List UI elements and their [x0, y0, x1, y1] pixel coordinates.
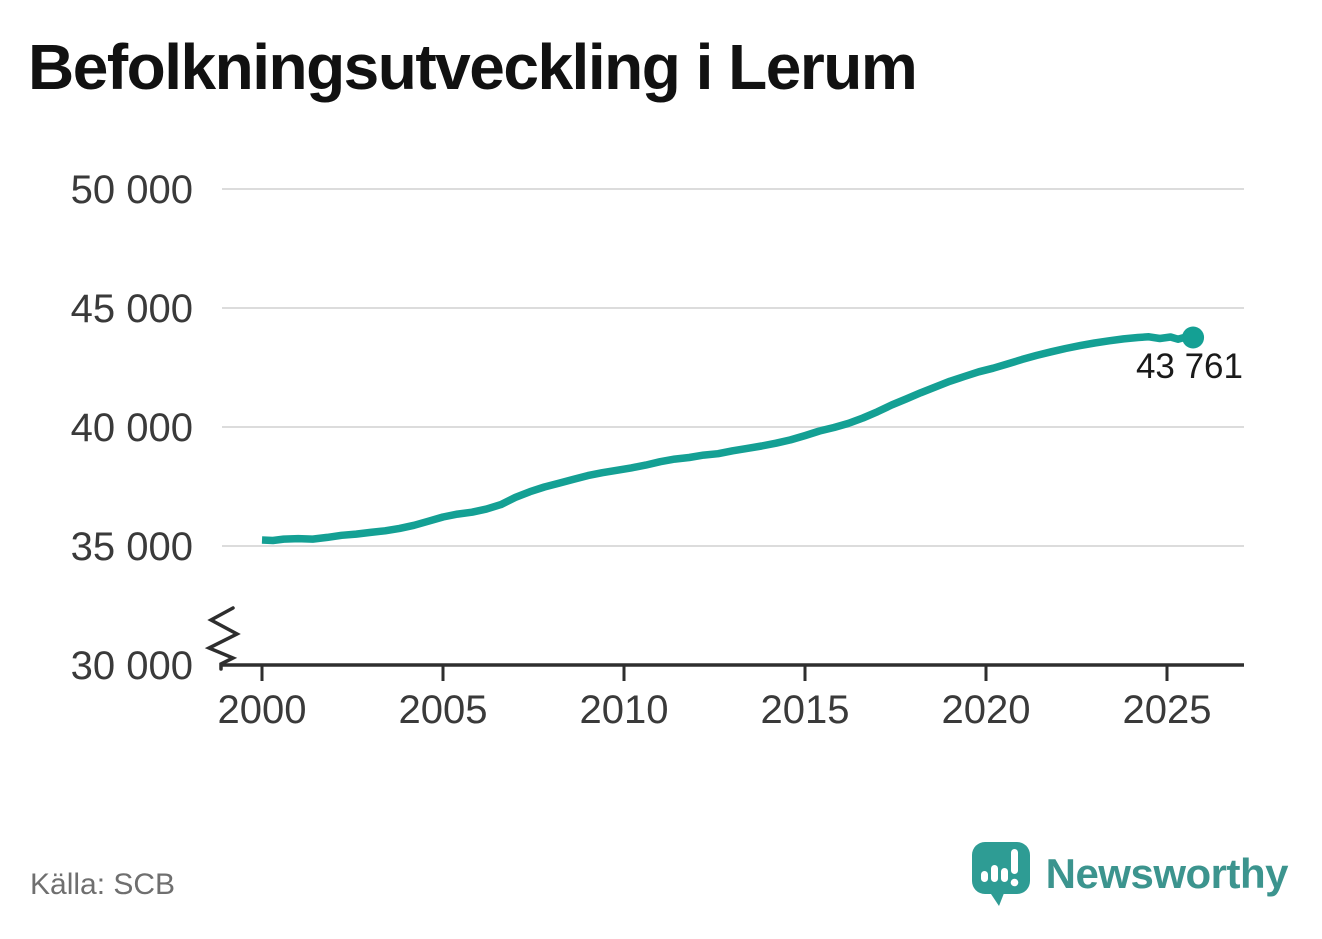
x-tick-label: 2020 [942, 688, 1031, 732]
logo-exclamation-dot [1010, 878, 1018, 887]
series-line [261, 333, 1194, 545]
y-tick-label: 35 000 [71, 525, 193, 569]
x-tick-label: 2025 [1123, 688, 1212, 732]
y-tick-label: 40 000 [71, 406, 193, 450]
end-point-marker [1182, 326, 1205, 349]
x-tick-label: 2005 [399, 688, 488, 732]
brand-name: Newsworthy [1045, 850, 1289, 897]
x-tick-label: 2015 [761, 688, 850, 732]
logo-exclamation-bar [1010, 849, 1018, 874]
y-tick-label: 30 000 [71, 644, 193, 688]
axis-break-icon [204, 606, 241, 671]
logo-bar-2 [990, 865, 998, 882]
end-value-label: 43 761 [1136, 347, 1243, 386]
brand-lockup: Newsworthy [970, 840, 1289, 908]
chart-title: Befolkningsutveckling i Lerum [28, 31, 918, 103]
newsworthy-logo-icon [971, 842, 1030, 906]
source-note: Källa: SCB [30, 868, 176, 901]
y-tick-label: 45 000 [71, 287, 193, 331]
logo-bar-1 [980, 871, 988, 882]
logo-bar-3 [1000, 868, 1008, 882]
y-tick-label: 50 000 [71, 168, 193, 212]
x-tick-label: 2010 [580, 688, 669, 732]
x-tick-label: 2000 [218, 688, 307, 732]
